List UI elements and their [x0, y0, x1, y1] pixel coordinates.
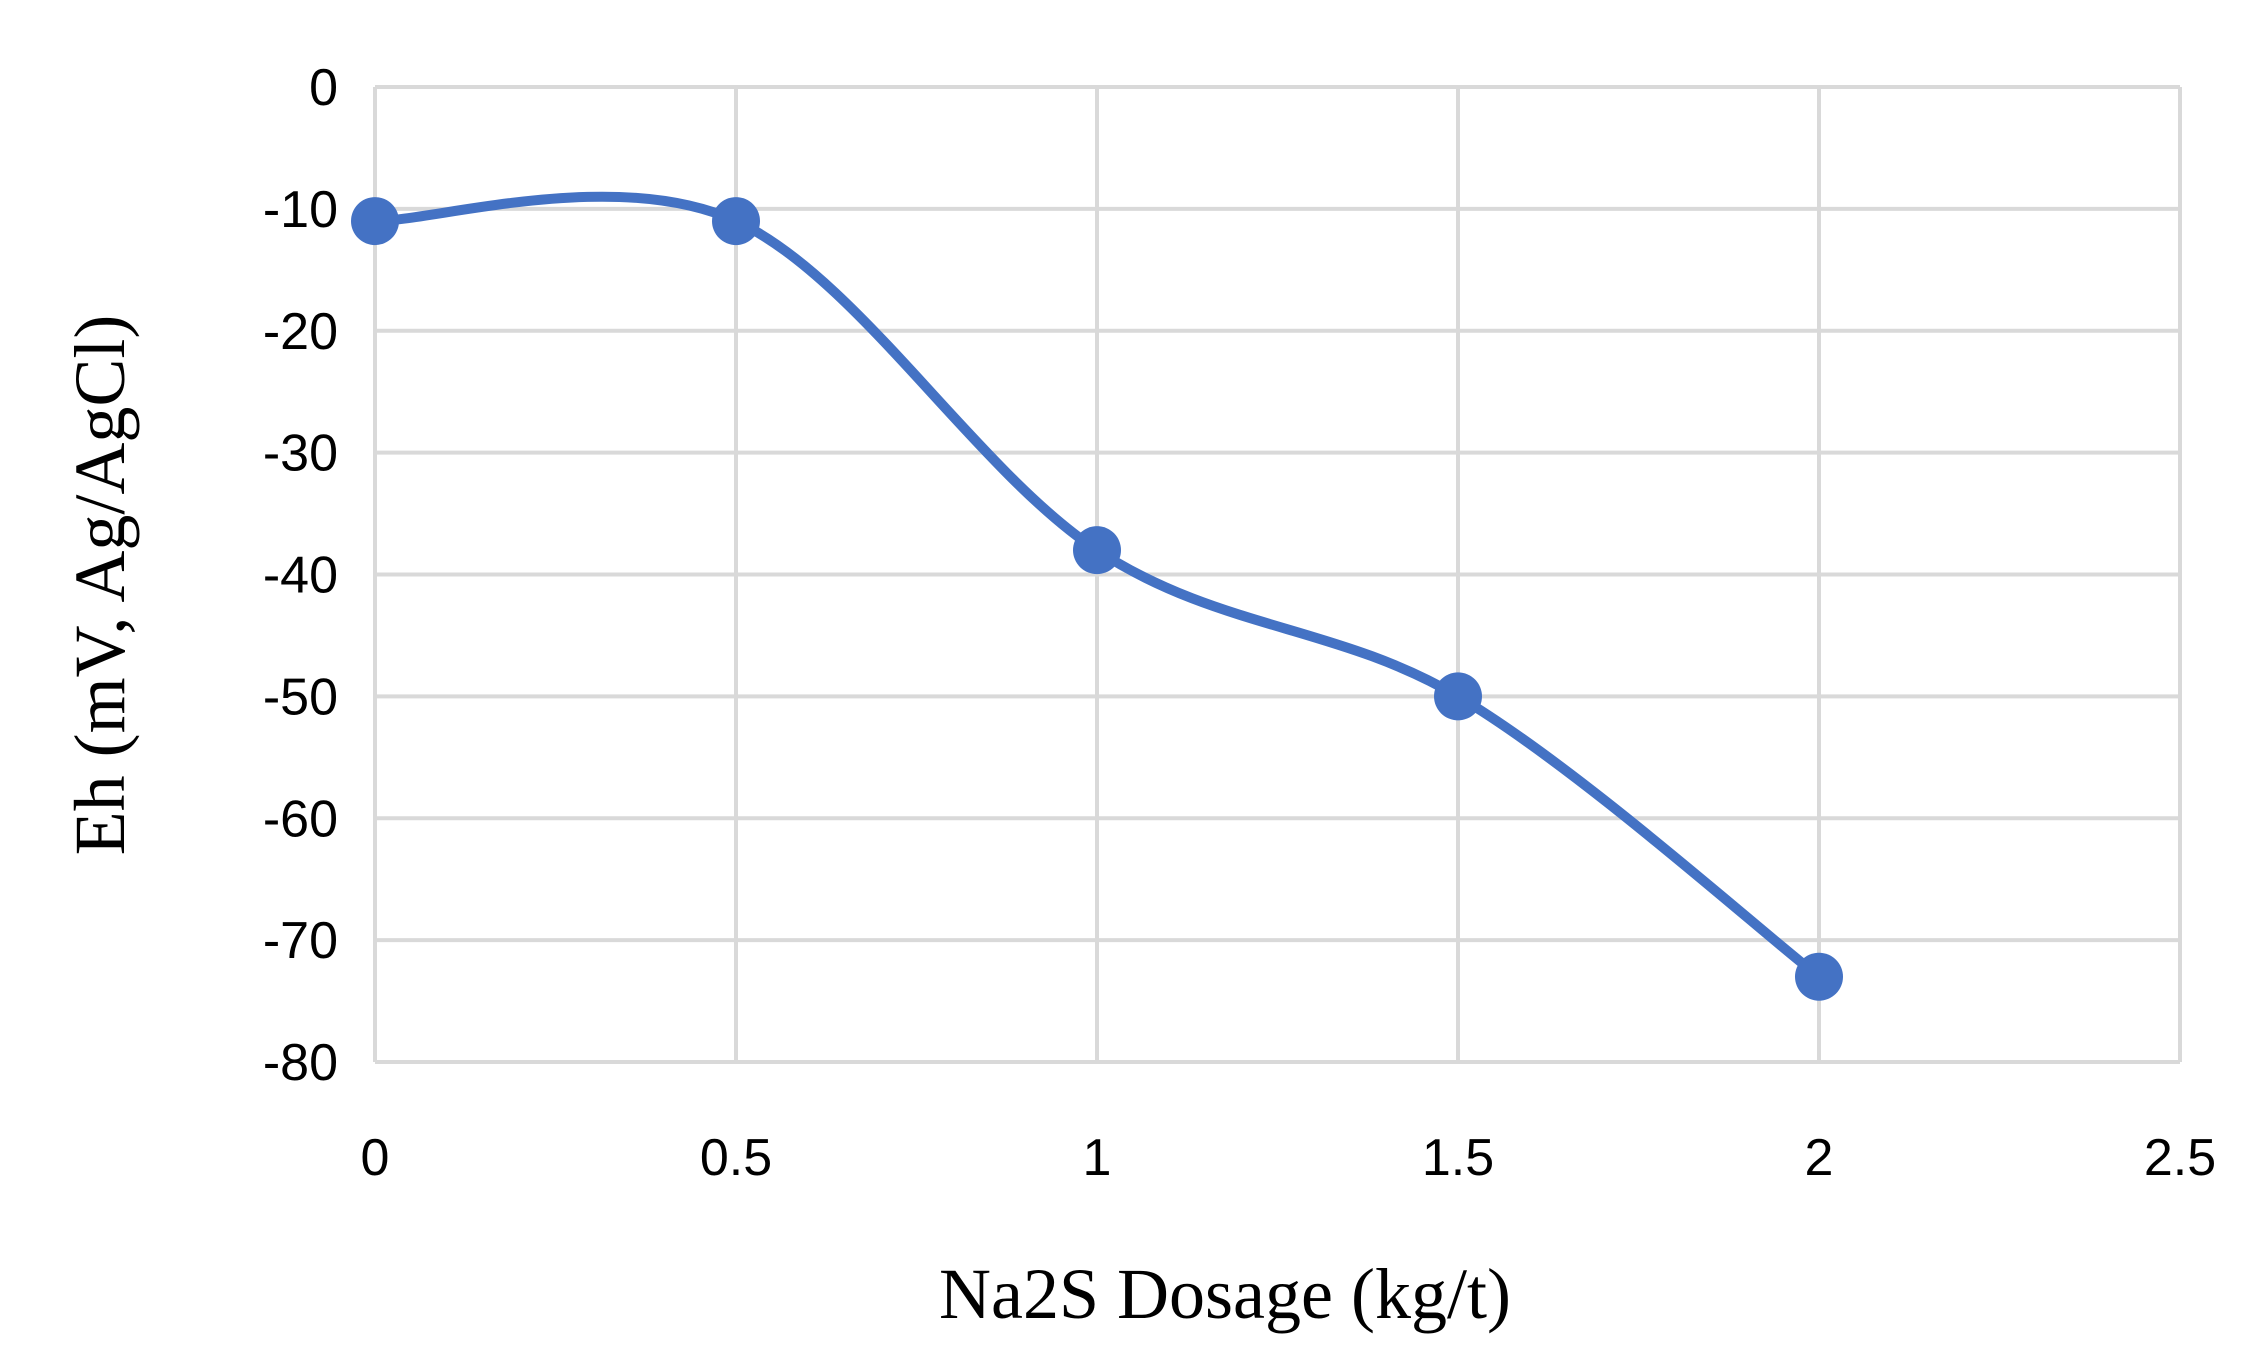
y-tick-label: -10 [263, 181, 338, 239]
data-point-marker [712, 197, 760, 246]
data-point-marker [1434, 672, 1482, 721]
series-layer [351, 191, 1843, 1001]
data-point-marker [351, 197, 399, 246]
y-axis-title: Eh (mV, Ag/AgCl) [60, 315, 140, 856]
horizontal-gridlines [375, 85, 2180, 1064]
y-tick-label: 0 [309, 59, 338, 117]
y-tick-label: -40 [263, 547, 338, 605]
x-tick-label: 1.5 [1422, 1129, 1494, 1187]
x-tick-label: 2 [1805, 1129, 1834, 1187]
x-tick-label: 1 [1083, 1129, 1112, 1187]
y-tick-label: -20 [263, 303, 338, 361]
y-tick-label: -70 [263, 912, 338, 970]
y-tick-label: -30 [263, 425, 338, 483]
x-tick-label: 2.5 [2144, 1129, 2216, 1187]
data-point-marker [1795, 952, 1843, 1001]
y-tick-label: -50 [263, 668, 338, 726]
y-tick-label: -80 [263, 1034, 338, 1092]
x-tick-label: 0 [361, 1129, 390, 1187]
x-tick-label: 0.5 [700, 1129, 772, 1187]
y-tick-labels: 0 -10 -20 -30 -40 -50 -60 -70 -80 [263, 59, 338, 1092]
y-tick-label: -60 [263, 790, 338, 848]
x-axis-title: Na2S Dosage (kg/t) [939, 1254, 1511, 1334]
x-tick-labels: 0 0.5 1 1.5 2 2.5 [361, 1129, 2217, 1187]
data-point-marker [1073, 526, 1121, 575]
